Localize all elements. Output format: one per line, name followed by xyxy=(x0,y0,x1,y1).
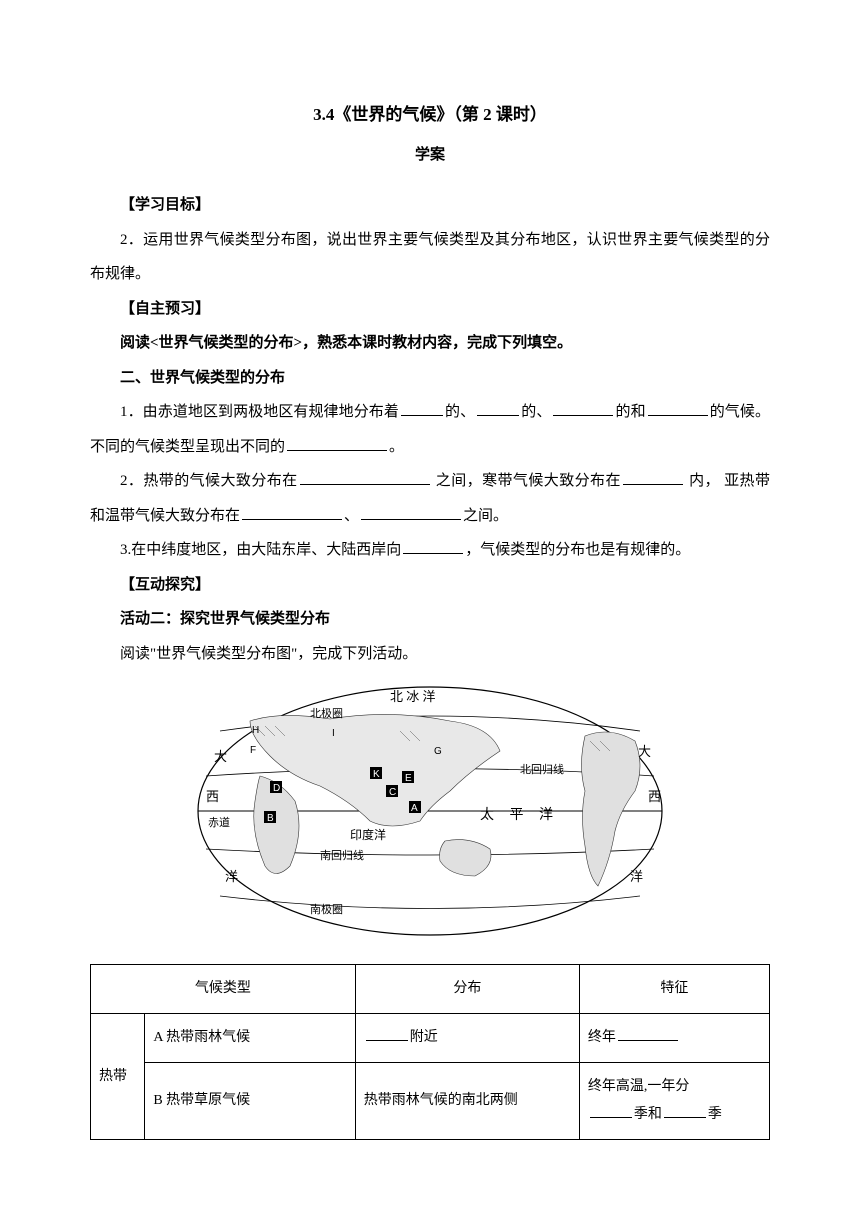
label-atlantic-w2: 西 xyxy=(206,789,219,804)
activity-2-text: 阅读"世界气候类型分布图"，完成下列活动。 xyxy=(90,637,770,672)
section-preview-heading: 【自主预习】 xyxy=(90,292,770,327)
blank-input[interactable] xyxy=(623,469,683,485)
blank-input[interactable] xyxy=(648,400,708,416)
section-2-heading: 二、世界气候类型的分布 xyxy=(90,361,770,396)
dist-a-suffix: 附近 xyxy=(410,1030,438,1045)
blank-input[interactable] xyxy=(553,400,613,416)
goal-paragraph: 2．运用世界气候类型分布图，说出世界主要气候类型及其分布地区，认识世界主要气候类… xyxy=(90,223,770,292)
label-tropic-capricorn: 南回归线 xyxy=(320,848,364,862)
blank-input[interactable] xyxy=(590,1103,632,1118)
cell-feat-b: 终年高温,一年分 季和 季 xyxy=(579,1063,769,1140)
blank-input[interactable] xyxy=(300,469,430,485)
p3-text-b: ，气候类型的分布也是有规律的。 xyxy=(465,542,690,558)
p1-text-f: 。 xyxy=(389,439,404,455)
svg-text:F: F xyxy=(250,745,256,756)
blank-input[interactable] xyxy=(366,1026,408,1041)
svg-text:G: G xyxy=(434,746,442,757)
page-subtitle: 学案 xyxy=(90,143,770,164)
label-equator: 赤道 xyxy=(208,815,230,829)
feat-b-b: 季和 xyxy=(634,1107,662,1122)
blank-input[interactable] xyxy=(403,538,463,554)
preview-instruction: 阅读<世界气候类型的分布>，熟悉本课时教材内容，完成下列填空。 xyxy=(90,326,770,361)
table-header-type: 气候类型 xyxy=(91,965,356,1014)
label-atlantic-e2: 西 xyxy=(648,789,661,804)
worksheet-page: 3.4《世界的气候》（第 2 课时） 学案 【学习目标】 2．运用世界气候类型分… xyxy=(0,0,860,1200)
p1-text-a: 1．由赤道地区到两极地区有规律地分布着 xyxy=(120,404,399,420)
feat-b-a: 终年高温,一年分 xyxy=(588,1079,690,1094)
label-arctic-ocean: 北 冰 洋 xyxy=(390,689,436,704)
section-explore-heading: 【互动探究】 xyxy=(90,568,770,603)
p1-text-c: 的、 xyxy=(521,404,551,420)
blank-input[interactable] xyxy=(664,1103,706,1118)
label-atlantic-w1: 大 xyxy=(214,749,227,764)
section-goals-heading: 【学习目标】 xyxy=(90,188,770,223)
zone-tropical-cell: 热带 xyxy=(91,1014,145,1140)
table-header-dist: 分布 xyxy=(355,965,579,1014)
blank-input[interactable] xyxy=(477,400,519,416)
label-atlantic-e3: 洋 xyxy=(630,869,643,884)
label-tropic-cancer: 北回归线 xyxy=(520,762,564,776)
svg-text:K: K xyxy=(373,769,380,780)
feat-a-prefix: 终年 xyxy=(588,1030,616,1045)
p1-text-d: 的和 xyxy=(615,404,645,420)
world-map-svg: A B C D E F G H I K 北 冰 洋 北极圈 北回归线 赤道 南回… xyxy=(190,681,670,941)
world-climate-map: A B C D E F G H I K 北 冰 洋 北极圈 北回归线 赤道 南回… xyxy=(90,681,770,946)
table-header-feat: 特征 xyxy=(579,965,769,1014)
svg-text:C: C xyxy=(389,787,396,798)
blank-input[interactable] xyxy=(361,504,461,520)
feat-b-c: 季 xyxy=(708,1107,722,1122)
label-antarctic-circle: 南极圈 xyxy=(310,902,343,916)
p3-text-a: 3.在中纬度地区，由大陆东岸、大陆西岸向 xyxy=(120,542,401,558)
table-row: 热带 A 热带雨林气候 附近 终年 xyxy=(91,1014,770,1063)
svg-text:H: H xyxy=(252,725,259,736)
activity-2-heading: 活动二：探究世界气候类型分布 xyxy=(90,602,770,637)
label-atlantic-e1: 大 xyxy=(638,744,651,759)
label-arctic-circle: 北极圈 xyxy=(310,706,343,720)
svg-text:B: B xyxy=(267,813,274,824)
p2-text-d: 、 xyxy=(344,508,359,524)
table-header-row: 气候类型 分布 特征 xyxy=(91,965,770,1014)
table-row: B 热带草原气候 热带雨林气候的南北两侧 终年高温,一年分 季和 季 xyxy=(91,1063,770,1140)
label-pacific: 太 平 洋 xyxy=(480,807,559,823)
blank-input[interactable] xyxy=(287,435,387,451)
blank-input[interactable] xyxy=(401,400,443,416)
label-indian-ocean: 印度洋 xyxy=(350,827,386,842)
cell-type-b: B 热带草原气候 xyxy=(145,1063,355,1140)
p2-text-e: 之间。 xyxy=(463,508,508,524)
fill-blank-para-3: 3.在中纬度地区，由大陆东岸、大陆西岸向 ，气候类型的分布也是有规律的。 xyxy=(90,533,770,568)
blank-input[interactable] xyxy=(618,1026,678,1041)
cell-type-a: A 热带雨林气候 xyxy=(145,1014,355,1063)
svg-text:E: E xyxy=(405,773,412,784)
page-title: 3.4《世界的气候》（第 2 课时） xyxy=(90,100,770,125)
svg-text:A: A xyxy=(411,803,418,814)
p2-text-b: 之间，寒带气候大致分布在 xyxy=(432,473,621,489)
fill-blank-para-1: 1．由赤道地区到两极地区有规律地分布着的、的、的和的气候。不同的气候类型呈现出不… xyxy=(90,395,770,464)
p2-text-a: 2．热带的气候大致分布在 xyxy=(120,473,298,489)
fill-blank-para-2: 2．热带的气候大致分布在 之间，寒带气候大致分布在 内， 亚热带和温带气候大致分… xyxy=(90,464,770,533)
cell-dist-b: 热带雨林气候的南北两侧 xyxy=(355,1063,579,1140)
p1-text-b: 的、 xyxy=(445,404,475,420)
label-atlantic-w3: 洋 xyxy=(225,869,238,884)
cell-dist-a: 附近 xyxy=(355,1014,579,1063)
blank-input[interactable] xyxy=(242,504,342,520)
svg-text:D: D xyxy=(273,783,280,794)
svg-text:I: I xyxy=(332,728,335,739)
climate-table: 气候类型 分布 特征 热带 A 热带雨林气候 附近 终年 B 热带草原气候 热带… xyxy=(90,964,770,1140)
cell-feat-a: 终年 xyxy=(579,1014,769,1063)
